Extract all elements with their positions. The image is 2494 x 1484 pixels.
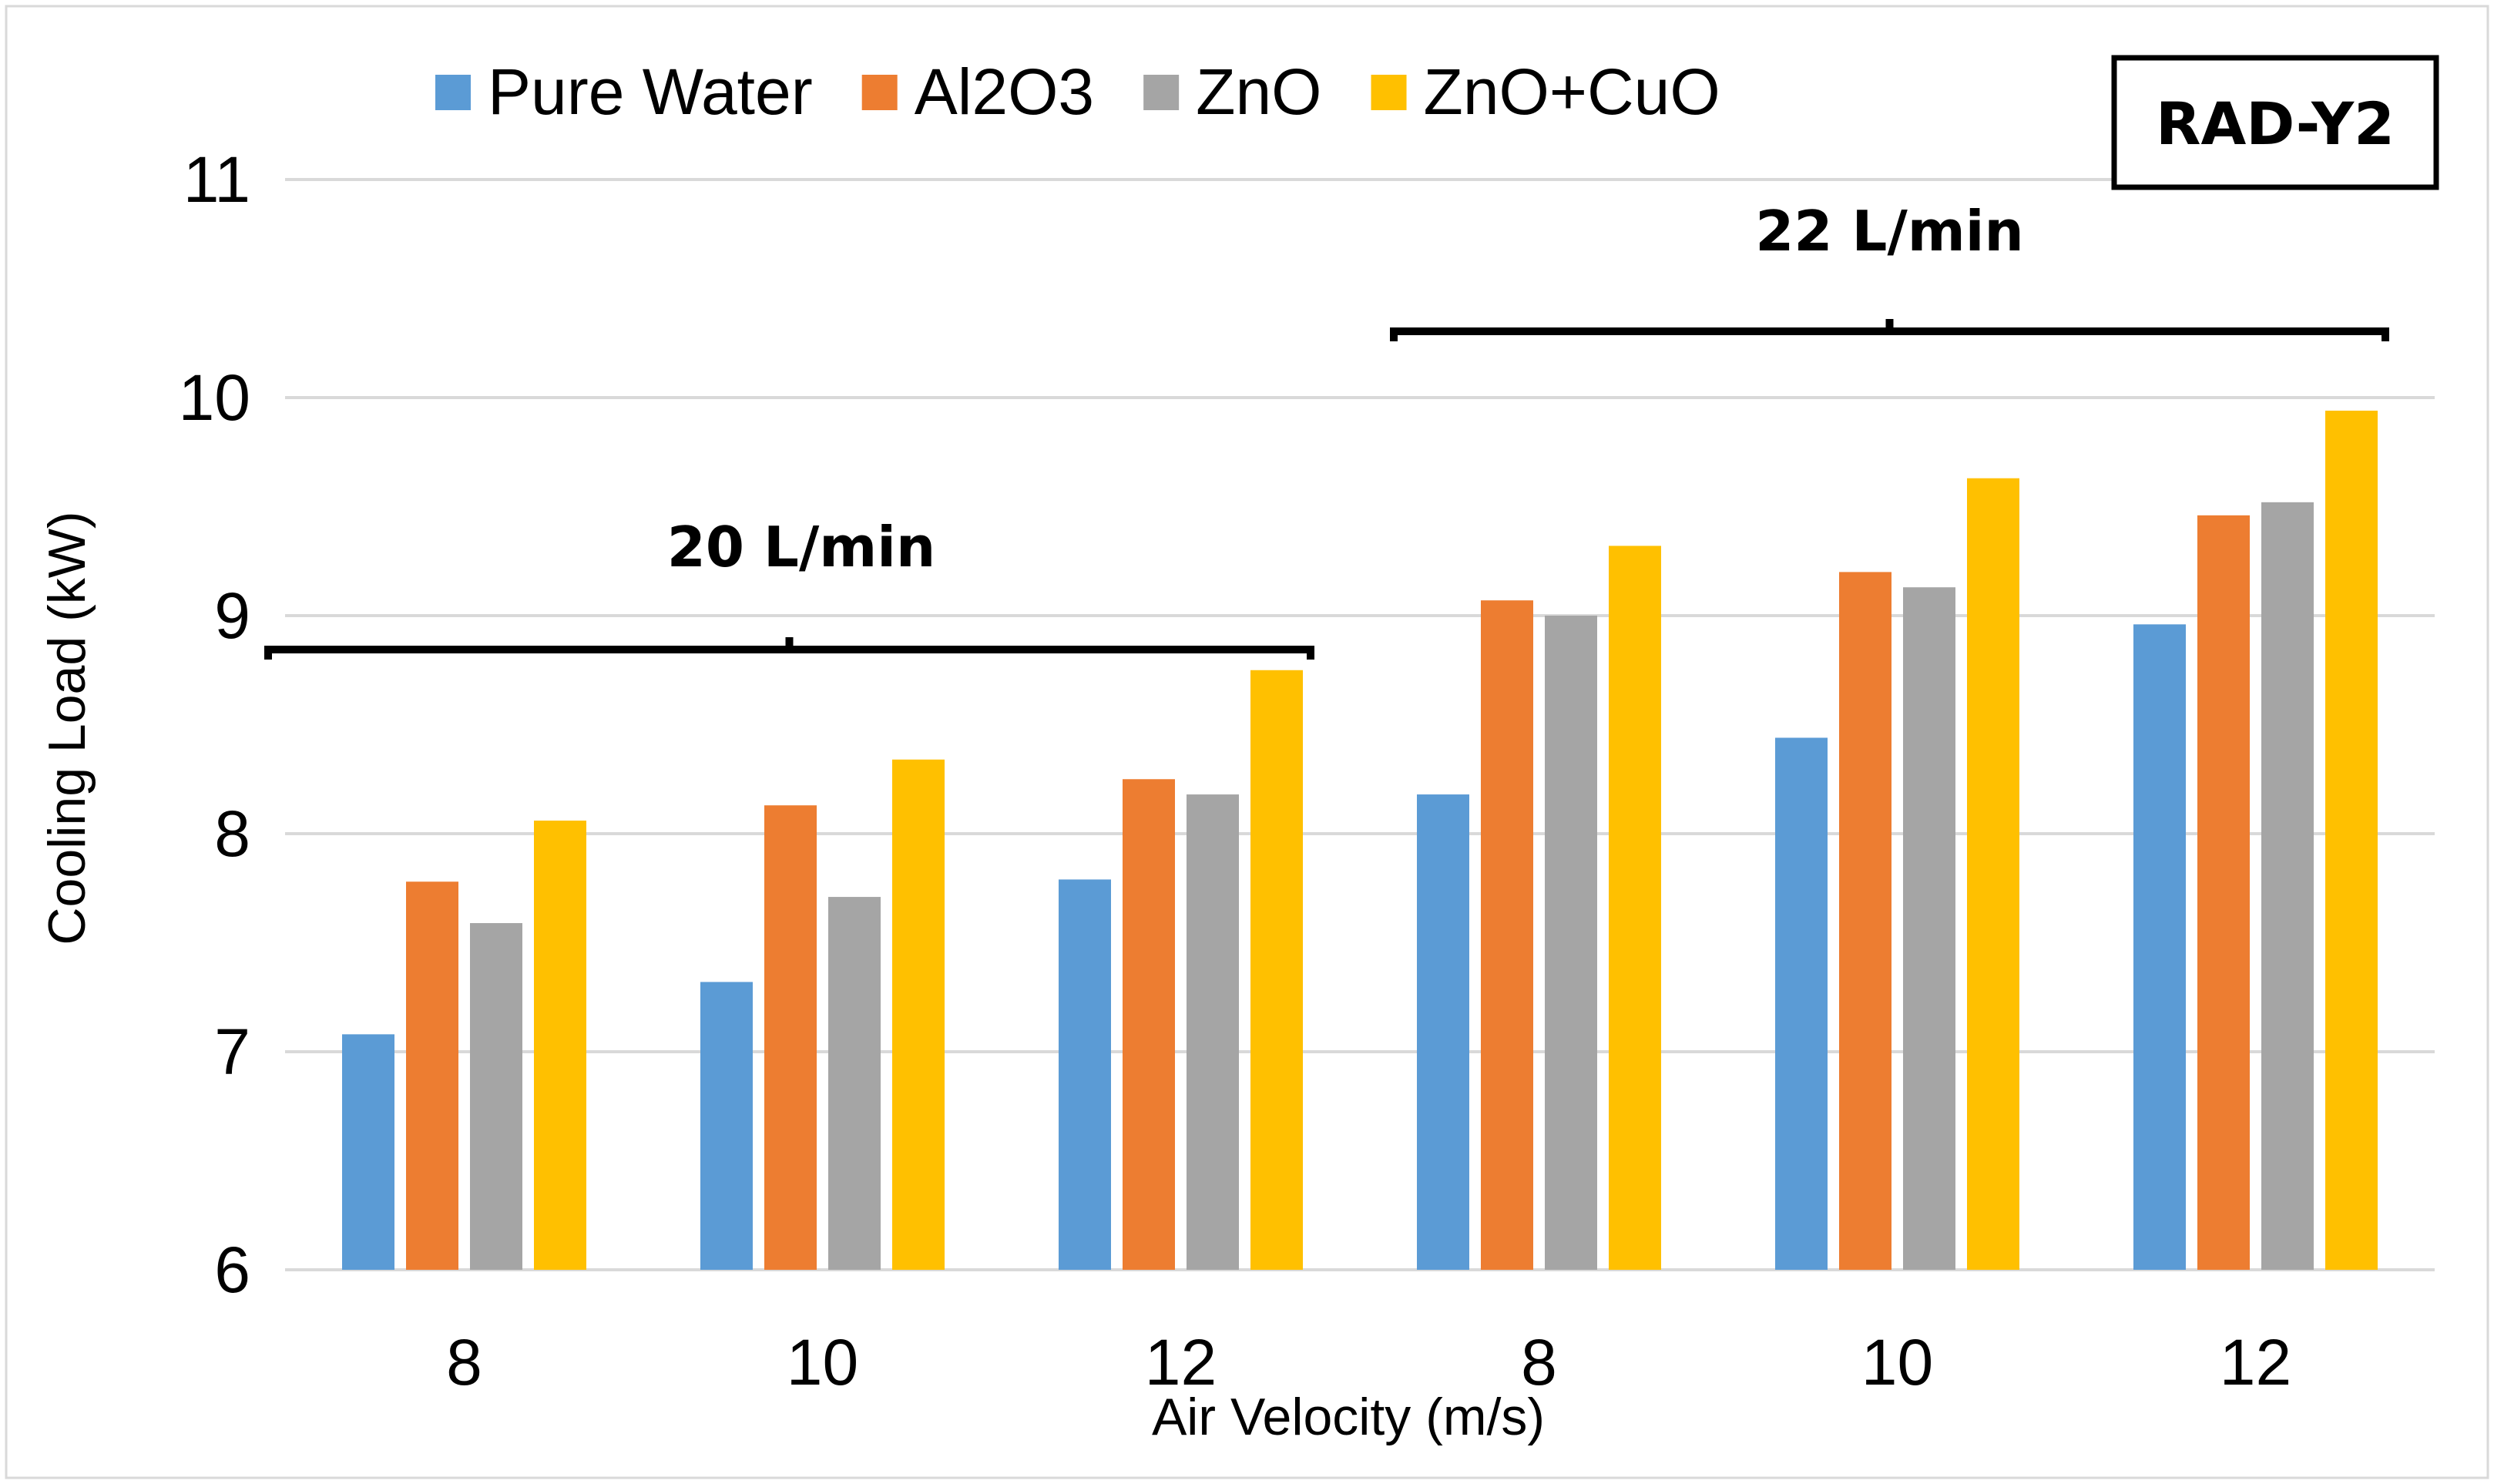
bar-zno-3 — [1545, 616, 1597, 1270]
flow-bracket — [1390, 319, 2389, 341]
flow-bracket — [264, 637, 1314, 660]
legend-swatch — [1143, 75, 1180, 110]
x-tick-label: 8 — [1521, 1326, 1557, 1398]
bar-al2o3-0 — [406, 881, 458, 1270]
flow-rate-brackets: 20 L/min 22 L/min — [264, 199, 2389, 660]
chart-badge-box — [2111, 55, 2439, 190]
bar-pure-water-1 — [700, 982, 753, 1270]
bar-zno-cuo-5 — [2325, 410, 2378, 1270]
bar-al2o3-5 — [2197, 515, 2250, 1270]
x-tick-label: 10 — [787, 1326, 858, 1398]
bar-zno-0 — [470, 923, 522, 1270]
y-tick-label: 7 — [214, 1016, 250, 1088]
chart-badge-label: RAD-Y2 — [2156, 89, 2395, 158]
x-tick-label: 10 — [1861, 1326, 1933, 1398]
bar-al2o3-3 — [1481, 600, 1533, 1270]
y-axis-ticks: 6 7 8 9 10 11 — [179, 143, 250, 1306]
y-tick-label: 6 — [214, 1234, 250, 1306]
legend-label: Al2O3 — [915, 55, 1094, 128]
bar-zno-2 — [1187, 794, 1239, 1270]
bar-zno-cuo-0 — [534, 821, 586, 1270]
y-tick-label: 8 — [214, 797, 250, 870]
bar-zno-1 — [828, 897, 881, 1270]
bar-al2o3-4 — [1839, 572, 1891, 1270]
legend-swatch — [1371, 75, 1407, 110]
flow-label: 22 L/min — [1755, 199, 2023, 264]
flow-label: 20 L/min — [667, 515, 935, 579]
legend-swatch — [861, 75, 898, 110]
legend-label: ZnO+CuO — [1424, 55, 1720, 128]
x-axis-title: Air Velocity (m/s) — [1152, 1388, 1545, 1446]
x-axis-ticks: 8 10 12 8 10 12 — [446, 1326, 2291, 1398]
bar-pure-water-0 — [342, 1034, 394, 1270]
x-tick-label: 12 — [1145, 1326, 1217, 1398]
bar-al2o3-2 — [1123, 779, 1175, 1270]
bar-zno-cuo-3 — [1609, 546, 1661, 1270]
legend: Pure Water Al2O3 ZnO ZnO+CuO — [435, 55, 1720, 128]
bar-pure-water-4 — [1775, 737, 1828, 1270]
bar-pure-water-2 — [1059, 879, 1111, 1270]
bar-al2o3-1 — [764, 805, 817, 1270]
x-tick-label: 12 — [2220, 1326, 2291, 1398]
legend-label: ZnO — [1196, 55, 1321, 128]
y-axis-title: Cooling Load (kW) — [38, 511, 96, 945]
bar-zno-4 — [1903, 587, 1955, 1270]
x-tick-label: 8 — [446, 1326, 482, 1398]
bar-zno-cuo-1 — [892, 759, 945, 1270]
bar-pure-water-3 — [1417, 794, 1469, 1270]
y-tick-label: 11 — [183, 143, 250, 216]
gridlines — [285, 178, 2435, 1271]
bars — [342, 410, 2378, 1271]
bar-zno-cuo-2 — [1250, 670, 1303, 1270]
legend-label: Pure Water — [488, 55, 813, 128]
chart-badge: RAD-Y2 — [2111, 55, 2439, 190]
y-tick-label: 9 — [214, 579, 250, 652]
y-tick-label: 10 — [179, 361, 250, 434]
bar-zno-5 — [2261, 502, 2314, 1270]
bar-zno-cuo-4 — [1967, 478, 2019, 1271]
legend-swatch — [435, 75, 471, 110]
bar-pure-water-5 — [2133, 624, 2186, 1270]
